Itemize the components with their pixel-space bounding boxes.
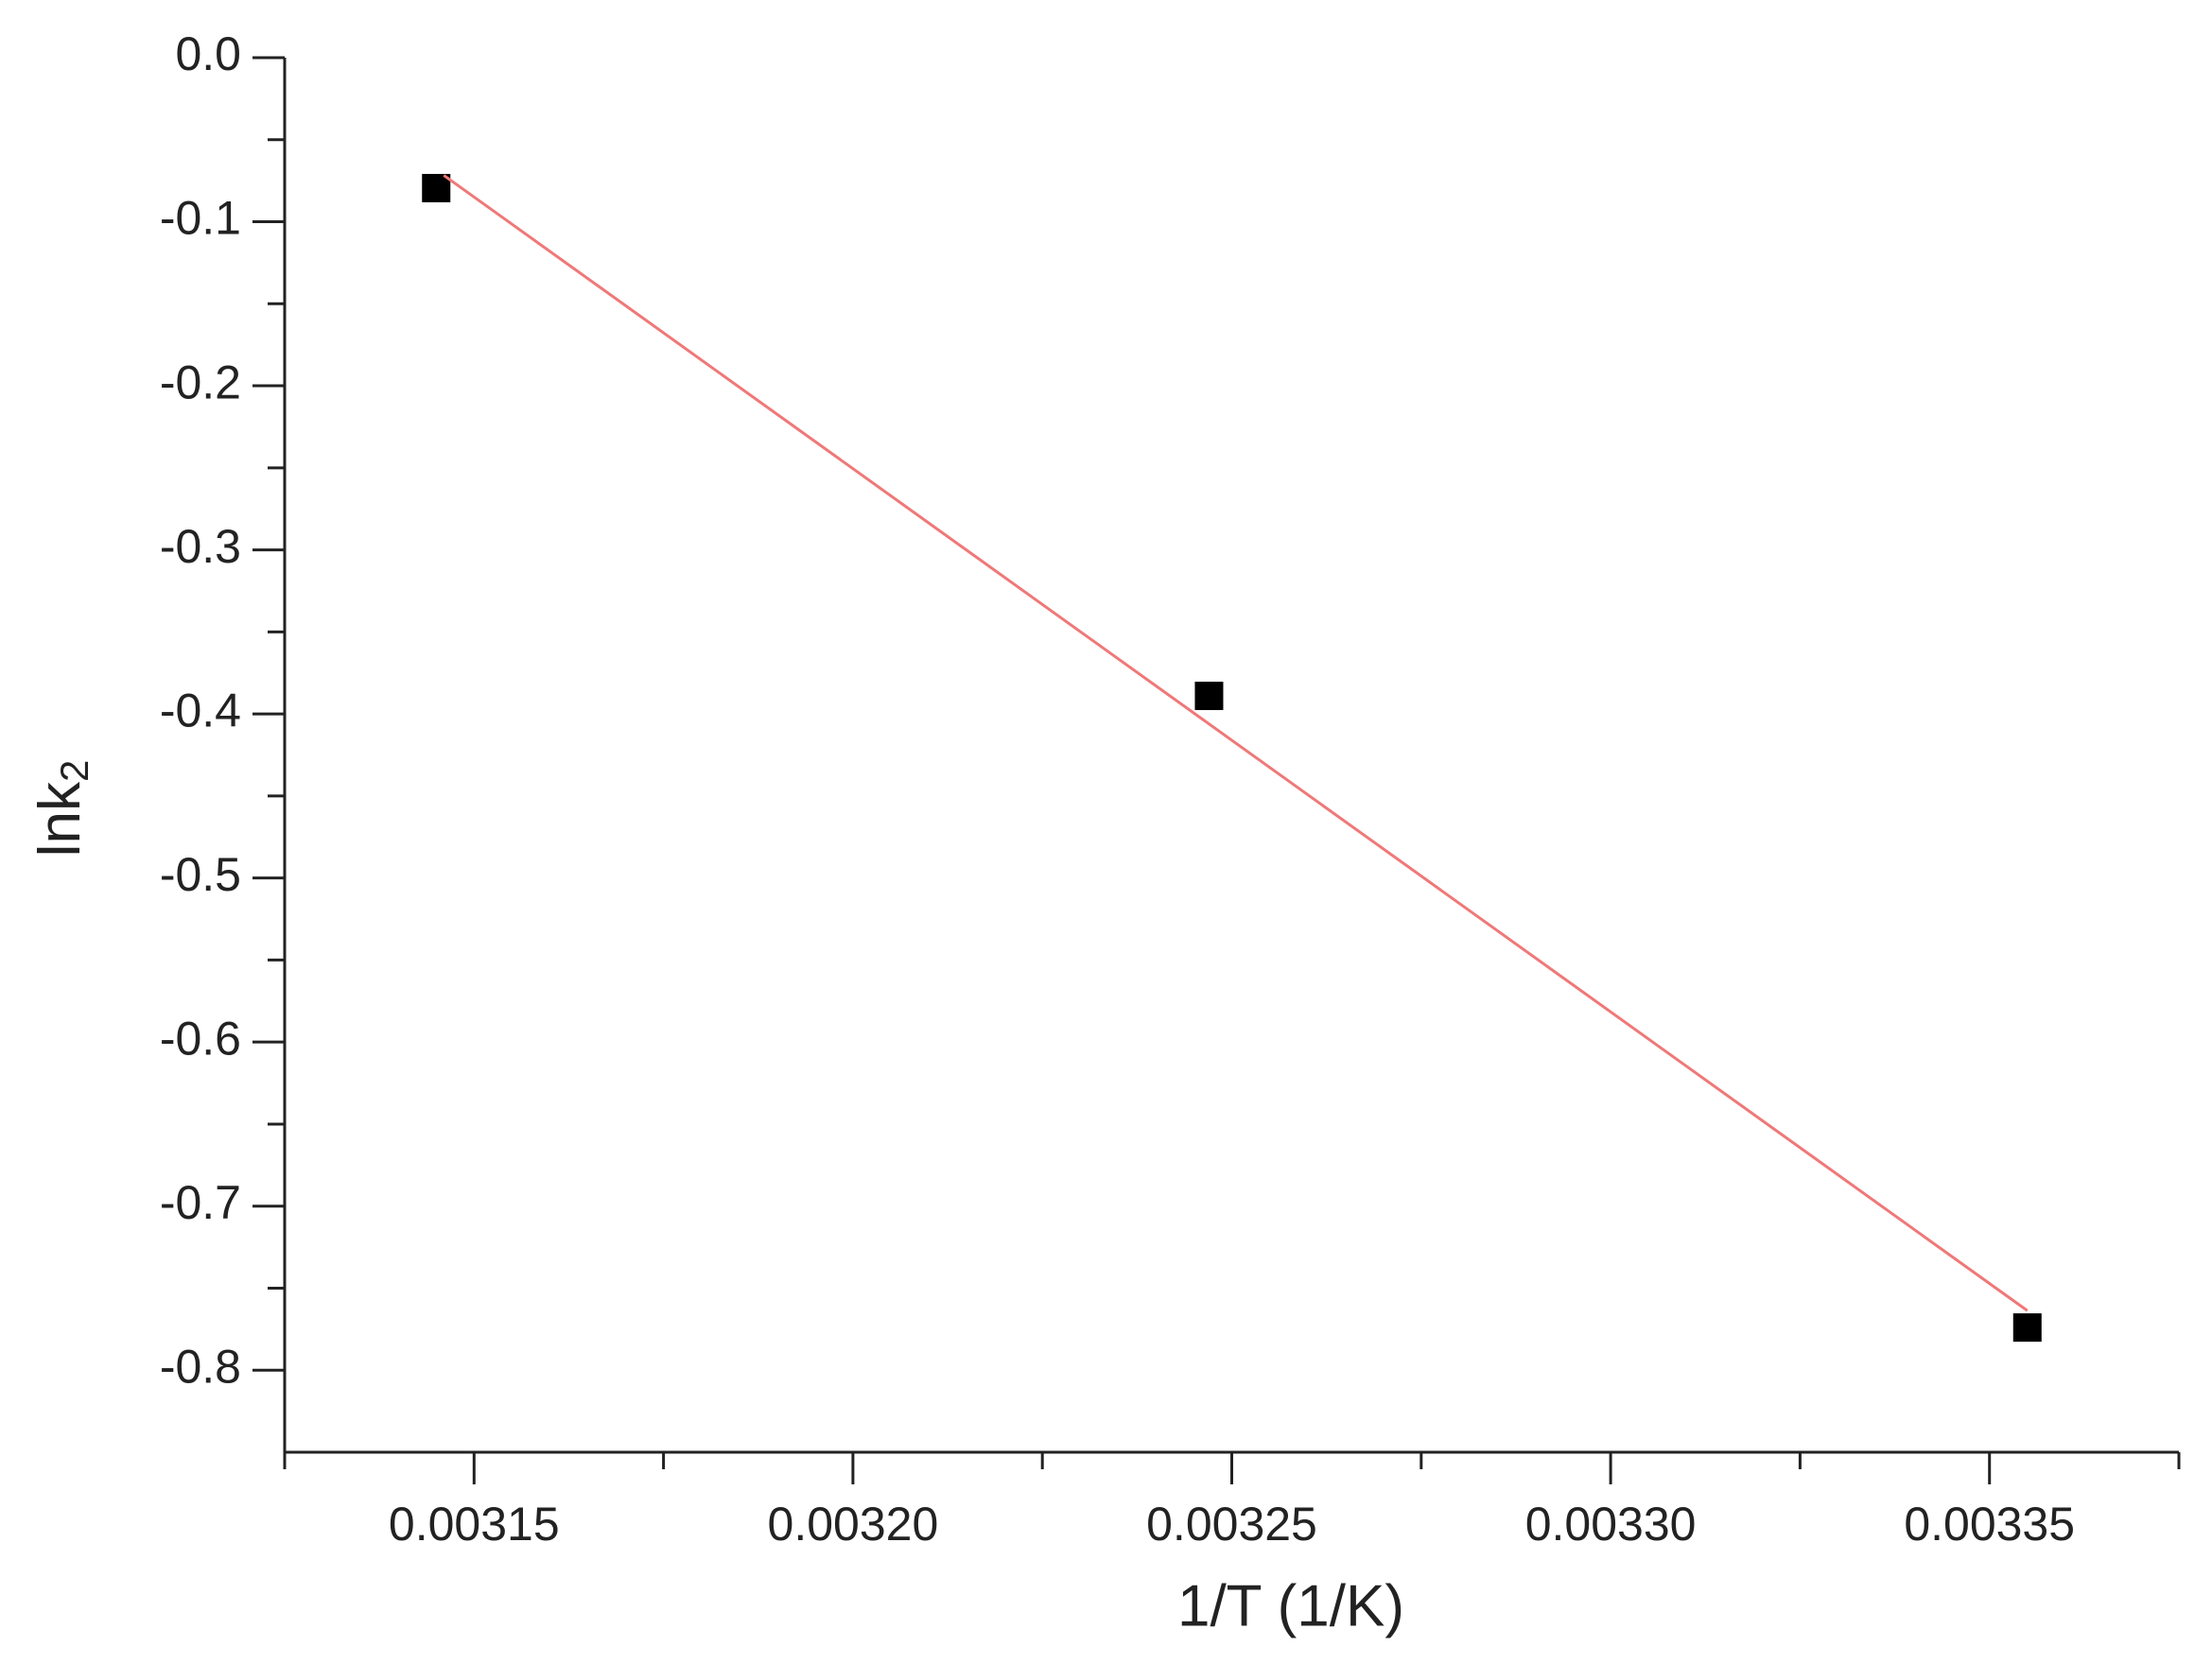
- y-tick-label: -0.8: [160, 1340, 241, 1393]
- fit-line: [443, 174, 2029, 1312]
- y-tick-label: 0.0: [175, 27, 241, 80]
- y-axis-title-subscript: 2: [52, 760, 96, 782]
- y-axis-title: lnk2: [27, 760, 96, 858]
- y-tick-label: -0.5: [160, 848, 241, 901]
- y-tick-label: -0.6: [160, 1012, 241, 1065]
- data-point: [422, 173, 451, 202]
- x-axis-title: 1/T (1/K): [1177, 1573, 1404, 1638]
- x-tick-label: 0.00325: [1146, 1498, 1317, 1551]
- y-tick-label: -0.2: [160, 355, 241, 408]
- y-tick-label: -0.1: [160, 192, 241, 245]
- x-tick-label: 0.00315: [389, 1498, 560, 1551]
- x-tick-label: 0.00320: [768, 1498, 939, 1551]
- y-tick-label: -0.3: [160, 520, 241, 573]
- y-axis-title-main: lnk: [27, 781, 93, 857]
- data-point: [1194, 682, 1224, 711]
- x-tick-label: 0.00330: [1525, 1498, 1697, 1551]
- data-point: [2012, 1313, 2042, 1343]
- y-tick-label: -0.7: [160, 1176, 241, 1229]
- x-tick-label: 0.00335: [1904, 1498, 2075, 1551]
- y-tick-label: -0.4: [160, 684, 241, 737]
